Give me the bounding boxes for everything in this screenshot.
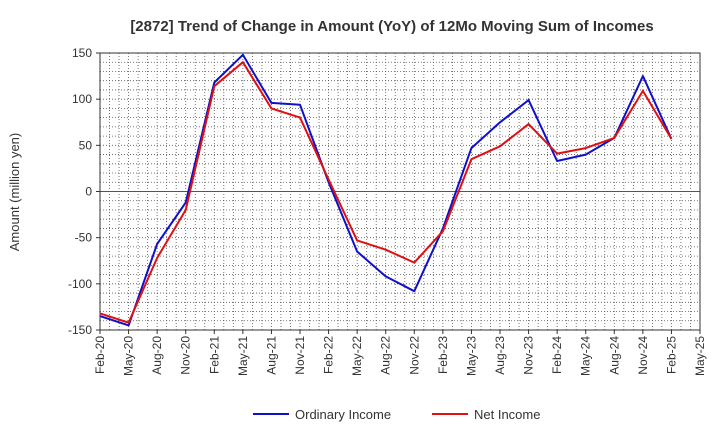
x-tick-label: Feb-23 [436, 336, 450, 374]
grid [100, 53, 700, 330]
x-tick-label: Aug-23 [493, 336, 507, 375]
y-tick-label: -150 [68, 323, 92, 337]
legend: Ordinary Income Net Income [253, 407, 540, 422]
x-tick-label: May-24 [579, 336, 593, 376]
y-tick-label: 0 [85, 185, 92, 199]
x-tick-labels: Feb-20 May-20 Aug-20 Nov-20 Feb-21 May-21 Aug-… [93, 330, 707, 376]
x-tick-label: Feb-25 [664, 336, 678, 374]
series-lines [99, 53, 673, 327]
series-line-net-income [99, 61, 673, 324]
x-tick-label: Feb-24 [550, 336, 564, 374]
x-tick-label: Nov-20 [179, 336, 193, 375]
y-tick-label: 150 [72, 46, 92, 60]
x-tick-label: Nov-21 [293, 336, 307, 375]
x-tick-label: May-25 [693, 336, 707, 376]
x-tick-label: May-21 [236, 336, 250, 376]
x-tick-label: Aug-24 [607, 336, 621, 375]
x-tick-label: Nov-23 [522, 336, 536, 375]
x-tick-label: May-20 [122, 336, 136, 376]
y-tick-labels: 150 100 50 0 -50 -100 -150 [68, 46, 100, 337]
x-tick-label: May-23 [464, 336, 478, 376]
legend-label-net-income: Net Income [474, 407, 540, 422]
chart-title: [2872] Trend of Change in Amount (YoY) o… [130, 18, 653, 35]
x-tick-label: Feb-20 [93, 336, 107, 374]
x-tick-label: Aug-21 [264, 336, 278, 375]
y-tick-label: -100 [68, 277, 92, 291]
y-tick-label: -50 [75, 231, 93, 245]
x-tick-label: Aug-20 [150, 336, 164, 375]
x-tick-label: Nov-24 [636, 336, 650, 375]
x-tick-label: Nov-22 [407, 336, 421, 375]
series-line-ordinary-income [99, 53, 673, 327]
y-tick-label: 100 [72, 92, 92, 106]
y-axis-label: Amount (million yen) [7, 133, 22, 252]
x-tick-label: May-22 [350, 336, 364, 376]
legend-label-ordinary-income: Ordinary Income [295, 407, 391, 422]
y-tick-label: 50 [79, 138, 93, 152]
x-tick-label: Feb-21 [207, 336, 221, 374]
x-tick-label: Aug-22 [379, 336, 393, 375]
x-tick-label: Feb-22 [322, 336, 336, 374]
